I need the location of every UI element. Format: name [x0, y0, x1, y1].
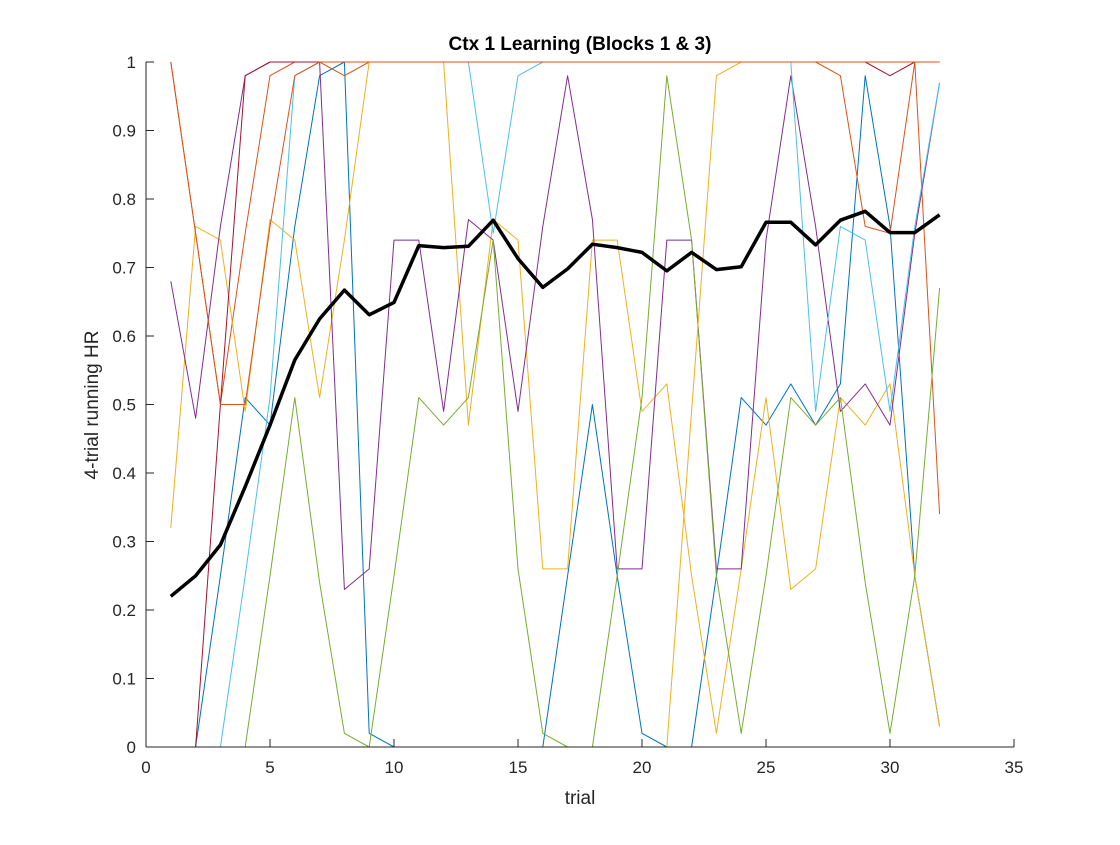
y-tick-label: 0.5 [112, 396, 136, 415]
y-tick-label: 0.4 [112, 464, 136, 483]
x-tick-label: 35 [1005, 758, 1024, 777]
y-tick-label: 0.8 [112, 190, 136, 209]
y-tick-label: 0.1 [112, 670, 136, 689]
series-line-5 [170, 75, 941, 748]
y-tick-label: 0 [127, 738, 136, 757]
series-line-1 [170, 61, 941, 748]
series-line-10 [170, 61, 940, 405]
series-line-3 [170, 61, 941, 734]
x-tick-label: 5 [265, 758, 274, 777]
chart-title: Ctx 1 Learning (Blocks 1 & 3) [449, 34, 712, 55]
x-tick-label: 10 [385, 758, 404, 777]
y-axis-label: 4-trial running HR [82, 331, 103, 480]
mean-line [169, 209, 941, 598]
x-axis-label: trial [565, 788, 596, 809]
y-tick-label: 0.7 [112, 259, 136, 278]
mean-layer [169, 209, 941, 598]
y-tick-label: 0.2 [112, 601, 136, 620]
axes-layer: 0 5 10 15 20 25 30 35 0 0.1 0.2 0.3 0.4 0.5 0.6 0.7 0.8 0… [112, 53, 1023, 777]
x-tick-label: 30 [881, 758, 900, 777]
x-tick-label: 25 [757, 758, 776, 777]
y-tick-label: 0.3 [112, 533, 136, 552]
y-tick-label: 0.6 [112, 327, 136, 346]
x-tick-label: 15 [509, 758, 528, 777]
x-tick-label: 0 [141, 758, 150, 777]
x-tick-label: 20 [633, 758, 652, 777]
y-tick-label: 1 [127, 53, 136, 72]
y-tick-label: 0.9 [112, 122, 136, 141]
